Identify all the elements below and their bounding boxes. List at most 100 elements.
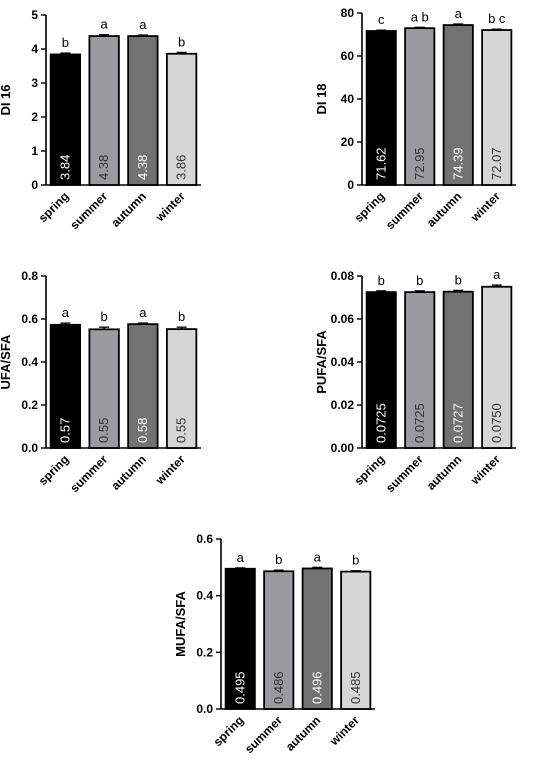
value-label: 0.55: [96, 418, 111, 443]
bar-summer: [404, 27, 436, 186]
y-axis-title: MUFA/SFA: [173, 591, 188, 657]
y-tick-label: 0.4: [196, 589, 213, 603]
x-tick-label: autumn: [283, 713, 324, 754]
x-tick-label: autumn: [424, 189, 465, 230]
x-tick-label: spring: [352, 452, 388, 488]
value-label: 4.38: [96, 155, 111, 180]
x-tick-label: winter: [152, 189, 188, 225]
significance-letter: c: [378, 12, 385, 27]
value-label: 0.0750: [489, 403, 504, 443]
significance-letter: a: [139, 305, 147, 320]
value-label: 0.58: [135, 418, 150, 443]
y-tick-label: 0.6: [21, 312, 38, 326]
bar-group-spring: a 0.57 spring: [36, 305, 82, 488]
bar-spring: [224, 567, 256, 710]
y-tick-label: 0.04: [331, 355, 355, 369]
significance-letter: a: [139, 17, 147, 32]
bar-summer: [88, 328, 120, 449]
x-tick-label: autumn: [108, 452, 149, 493]
bar-group-spring: c 71.62 spring: [352, 12, 397, 225]
y-axis-title: UFA/SFA: [0, 334, 13, 390]
bar-autumn: [442, 290, 474, 449]
y-tick-label: 0.4: [21, 355, 38, 369]
significance-letter: b: [178, 34, 185, 49]
chart-panel-1: 0 1 2 3 4 5 DI 16 b 3.84 spring a 4.38 summer a 4.38 au…: [0, 8, 201, 232]
significance-letter: a: [455, 6, 463, 21]
bar-spring: [49, 323, 82, 449]
chart-panel-4: 0.00 0.02 0.04 0.06 0.08 PUFA/SFA b 0.0725 sprin…: [314, 267, 516, 495]
y-tick-label: 1: [31, 144, 38, 158]
y-tick-label: 0.6: [196, 532, 213, 546]
x-tick-label: autumn: [424, 452, 465, 493]
y-tick-label: 0: [31, 178, 38, 192]
significance-letter: b: [455, 272, 462, 287]
y-axis-title: DI 18: [314, 83, 329, 114]
bar-group-winter: b 0.485 winter: [326, 553, 372, 749]
x-tick-label: summer: [67, 189, 110, 232]
x-tick-label: winter: [152, 452, 188, 488]
chart-panel-2: 0 20 40 60 80 DI 18 c 71.62 spring a b 72.95 summer…: [314, 6, 516, 232]
significance-letter: a: [314, 549, 322, 564]
x-tick-label: spring: [36, 452, 72, 488]
value-label: 0.485: [348, 671, 363, 704]
significance-letter: b c: [488, 11, 506, 26]
x-tick-label: spring: [36, 189, 72, 225]
significance-letter: a b: [411, 9, 429, 24]
significance-letter: b: [62, 35, 69, 50]
y-tick-label: 0.02: [331, 398, 355, 412]
y-tick-label: 3: [31, 76, 38, 90]
y-tick-label: 20: [341, 135, 355, 149]
y-tick-label: 0.00: [331, 441, 355, 455]
bar-spring: [49, 53, 82, 186]
significance-letter: b: [378, 273, 385, 288]
bar-group-winter: b 3.86 winter: [152, 34, 198, 225]
y-tick-label: 0: [347, 178, 354, 192]
bar-autumn: [301, 567, 333, 710]
value-label: 0.0727: [450, 403, 465, 443]
y-tick-label: 5: [31, 8, 38, 22]
bar-group-winter: b 0.55 winter: [152, 309, 198, 488]
x-tick-label: spring: [352, 189, 388, 225]
y-tick-label: 80: [341, 6, 355, 20]
bar-group-spring: b 0.0725 spring: [352, 273, 397, 488]
bar-group-winter: b c 72.07 winter: [467, 11, 513, 225]
value-label: 3.84: [57, 155, 72, 180]
y-tick-label: 40: [341, 92, 355, 106]
y-tick-label: 0.2: [196, 645, 213, 659]
y-tick-label: 0.8: [21, 269, 38, 283]
chart-panel-3: 0.0 0.2 0.4 0.6 0.8 UFA/SFA a 0.57 spring b 0.55 su…: [0, 269, 201, 495]
value-label: 0.57: [57, 418, 72, 443]
bar-spring: [365, 291, 397, 449]
significance-letter: b: [275, 552, 282, 567]
y-tick-label: 0.08: [331, 269, 355, 283]
value-label: 0.496: [309, 671, 324, 704]
bar-group-spring: a 0.495 spring: [211, 550, 256, 749]
x-tick-label: summer: [383, 452, 426, 495]
value-label: 0.495: [232, 671, 247, 704]
value-label: 3.86: [174, 155, 189, 180]
bar-autumn: [127, 323, 159, 449]
significance-letter: b: [178, 309, 185, 324]
x-tick-label: summer: [242, 713, 285, 756]
x-tick-label: summer: [67, 452, 110, 495]
bar-winter: [340, 570, 372, 710]
x-tick-label: winter: [326, 713, 362, 749]
value-label: 0.0725: [412, 403, 427, 443]
x-tick-label: winter: [467, 189, 503, 225]
y-tick-label: 60: [341, 49, 355, 63]
significance-letter: a: [493, 267, 501, 282]
y-axis-title: DI 16: [0, 84, 13, 115]
chart-panel-5: 0.0 0.2 0.4 0.6 MUFA/SFA a 0.495 spring b 0.486 su…: [173, 532, 375, 756]
significance-letter: a: [237, 550, 245, 565]
y-axis-title: PUFA/SFA: [314, 330, 329, 394]
y-tick-label: 0.0: [196, 702, 213, 716]
bar-summer: [404, 291, 436, 449]
value-label: 72.07: [489, 147, 504, 180]
bar-summer: [263, 570, 295, 710]
x-tick-label: autumn: [108, 189, 149, 230]
significance-letter: b: [352, 553, 359, 568]
y-tick-label: 4: [31, 42, 38, 56]
bar-spring: [365, 30, 397, 186]
x-tick-label: winter: [467, 452, 503, 488]
